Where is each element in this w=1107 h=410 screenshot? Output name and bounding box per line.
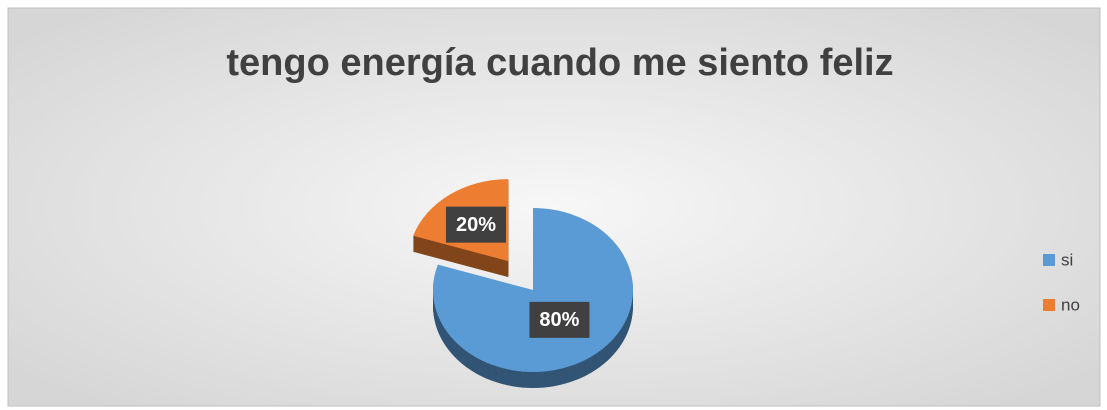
legend-label: si xyxy=(1061,250,1073,269)
data-label: 20% xyxy=(456,214,496,236)
legend-swatch xyxy=(1043,254,1055,266)
legend-label: no xyxy=(1061,295,1080,314)
data-label-box xyxy=(529,301,590,338)
data-label: 80% xyxy=(539,309,579,331)
legend-swatch xyxy=(1043,299,1055,311)
data-label-box xyxy=(445,206,506,243)
chart-title: tengo energía cuando me siento feliz xyxy=(226,42,893,84)
